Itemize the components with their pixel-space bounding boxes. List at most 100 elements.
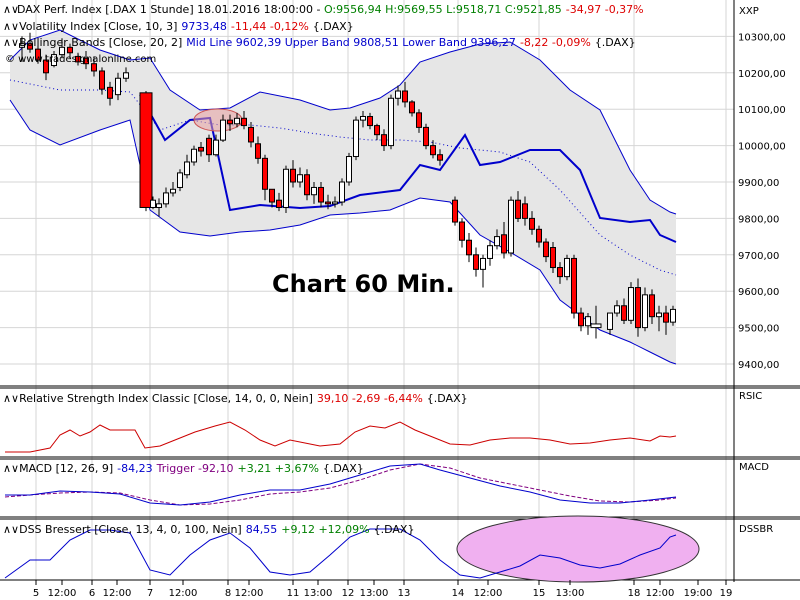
candle xyxy=(381,129,387,152)
macd-line xyxy=(5,463,677,506)
x-tick-label: 15 xyxy=(533,588,546,599)
candle-body xyxy=(452,199,458,223)
candle xyxy=(529,211,535,235)
candle xyxy=(536,225,542,248)
candle-body xyxy=(374,125,380,136)
macd-header-suffix: {.DAX} xyxy=(323,462,364,475)
candle-body xyxy=(191,148,197,163)
candle xyxy=(571,254,577,319)
candle xyxy=(150,196,156,210)
candle xyxy=(283,165,289,213)
time-axis: 5 12:00 6 12:00 7 12:00 8 12:00 11 13:00 12 13:00 13… xyxy=(33,580,732,599)
candle-body xyxy=(83,57,89,65)
x-tick-label: 12:00 xyxy=(169,588,198,599)
x-tick-label: 12:00 xyxy=(48,588,77,599)
candle-body xyxy=(339,181,345,203)
candle-body xyxy=(170,188,176,194)
candle xyxy=(353,116,359,161)
candle xyxy=(402,81,408,108)
macd-header: ∧∨MACD [12, 26, 9] -84,23 Trigger -92,10 +3… xyxy=(3,462,364,475)
candle-body xyxy=(19,43,25,48)
candle xyxy=(115,72,121,101)
candle-body xyxy=(367,115,373,127)
candle-body xyxy=(437,154,443,161)
y-tick-label: 9400,00 xyxy=(738,360,779,371)
candle xyxy=(388,94,394,150)
candle-body xyxy=(529,217,535,230)
price-header-change: -34,97 -0,37% xyxy=(566,3,644,16)
candle xyxy=(332,196,338,208)
macd-header-value: -84,23 xyxy=(117,462,152,475)
candle-body xyxy=(290,168,296,183)
candle-body xyxy=(607,312,613,330)
candle-body xyxy=(381,134,387,147)
candle xyxy=(311,182,317,204)
x-tick-label: 14 xyxy=(452,588,465,599)
candle xyxy=(649,289,655,324)
candle xyxy=(83,50,89,70)
candle xyxy=(494,229,500,250)
panel-frames xyxy=(0,0,800,582)
price-header: ∧∨ DAX Perf. Index [.DAX 1 Stunde] 18.01… xyxy=(3,3,644,16)
candle xyxy=(508,196,514,257)
candle xyxy=(543,238,549,263)
candle xyxy=(437,149,443,166)
x-tick-label: 13:00 xyxy=(556,588,585,599)
x-tick-label: 12:00 xyxy=(103,588,132,599)
candle xyxy=(191,145,197,166)
volatility-index-line xyxy=(139,94,677,243)
y-tick-label: 10100,00 xyxy=(738,105,786,116)
bollinger-mid-line xyxy=(9,79,677,276)
svg-text:∧∨Bollinger Bands [Close, 20,: ∧∨Bollinger Bands [Close, 20, 2] Mid Line… xyxy=(3,36,636,49)
candle xyxy=(459,218,465,248)
dss-header-value: 84,55 xyxy=(246,523,278,536)
rsi-header-value: 39,10 -2,69 -6,44% xyxy=(317,392,423,405)
svg-text:∧∨DSS Bressert [Close, 13, 4,: ∧∨DSS Bressert [Close, 13, 4, 0, 100, Ne… xyxy=(3,523,414,536)
candle xyxy=(290,160,296,188)
candle xyxy=(297,167,303,188)
candle xyxy=(550,242,556,273)
candle-body xyxy=(234,117,240,125)
candle xyxy=(614,300,620,317)
candle-body xyxy=(642,294,648,329)
candle xyxy=(374,123,380,141)
dss-highlight-oval xyxy=(456,515,700,583)
dss-header-change: +9,12 +12,09% xyxy=(281,523,369,536)
candle xyxy=(473,247,479,277)
x-tick-label: 12 xyxy=(342,588,355,599)
price-axis: 10300,00 10200,00 10100,00 10000,00 9900,00 9… xyxy=(738,32,786,371)
candle-body xyxy=(459,221,465,241)
candle-body xyxy=(402,90,408,103)
candle xyxy=(663,305,669,335)
candle xyxy=(515,191,521,223)
candle-body xyxy=(297,174,303,183)
candle-body xyxy=(395,90,401,99)
rsi-header: ∧∨Relative Strength Index Classic [Close… xyxy=(3,392,468,405)
candle xyxy=(466,232,472,263)
candle-body xyxy=(107,86,113,99)
candle-body xyxy=(198,146,204,152)
candle-body xyxy=(248,126,254,143)
x-tick-label: 5 xyxy=(33,588,39,599)
vix-header-suffix: {.DAX} xyxy=(313,20,354,33)
candle-body xyxy=(501,234,507,254)
candle xyxy=(234,112,240,128)
candle xyxy=(452,196,458,226)
y-tick-label: 10000,00 xyxy=(738,142,786,153)
candle xyxy=(123,67,129,82)
candle xyxy=(139,91,153,212)
candle xyxy=(557,262,563,284)
candle xyxy=(416,109,422,133)
candle-body xyxy=(75,55,81,63)
candle-body xyxy=(346,156,352,183)
x-tick-label: 12:00 xyxy=(474,588,503,599)
candle-body xyxy=(163,192,169,205)
candle-body xyxy=(184,161,190,176)
candle-body xyxy=(423,126,429,147)
candle-body xyxy=(220,119,226,141)
candle-body xyxy=(480,257,486,270)
candle xyxy=(184,154,190,179)
candle xyxy=(501,222,507,259)
candle xyxy=(304,169,310,201)
